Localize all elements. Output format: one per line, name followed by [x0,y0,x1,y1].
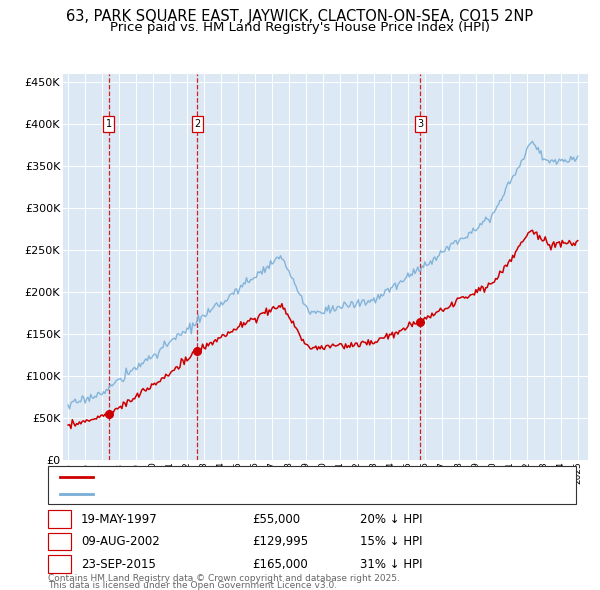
Text: This data is licensed under the Open Government Licence v3.0.: This data is licensed under the Open Gov… [48,581,337,590]
Text: 09-AUG-2002: 09-AUG-2002 [81,535,160,548]
Text: £129,995: £129,995 [252,535,308,548]
Text: 19-MAY-1997: 19-MAY-1997 [81,513,158,526]
Text: Contains HM Land Registry data © Crown copyright and database right 2025.: Contains HM Land Registry data © Crown c… [48,574,400,583]
Text: Price paid vs. HM Land Registry's House Price Index (HPI): Price paid vs. HM Land Registry's House … [110,21,490,34]
Text: £55,000: £55,000 [252,513,300,526]
Text: 31% ↓ HPI: 31% ↓ HPI [360,558,422,571]
Text: 1: 1 [56,513,63,526]
Text: 20% ↓ HPI: 20% ↓ HPI [360,513,422,526]
Text: 15% ↓ HPI: 15% ↓ HPI [360,535,422,548]
Text: 2: 2 [194,119,200,129]
Text: 3: 3 [417,119,424,129]
Text: 63, PARK SQUARE EAST, JAYWICK, CLACTON-ON-SEA, CO15 2NP (detached house): 63, PARK SQUARE EAST, JAYWICK, CLACTON-O… [99,472,556,482]
Text: 2: 2 [56,535,63,548]
Text: HPI: Average price, detached house, Tendring: HPI: Average price, detached house, Tend… [99,489,353,499]
Text: 63, PARK SQUARE EAST, JAYWICK, CLACTON-ON-SEA, CO15 2NP: 63, PARK SQUARE EAST, JAYWICK, CLACTON-O… [67,9,533,24]
Text: £165,000: £165,000 [252,558,308,571]
Text: 23-SEP-2015: 23-SEP-2015 [81,558,156,571]
Text: 1: 1 [106,119,112,129]
Text: 3: 3 [56,558,63,571]
